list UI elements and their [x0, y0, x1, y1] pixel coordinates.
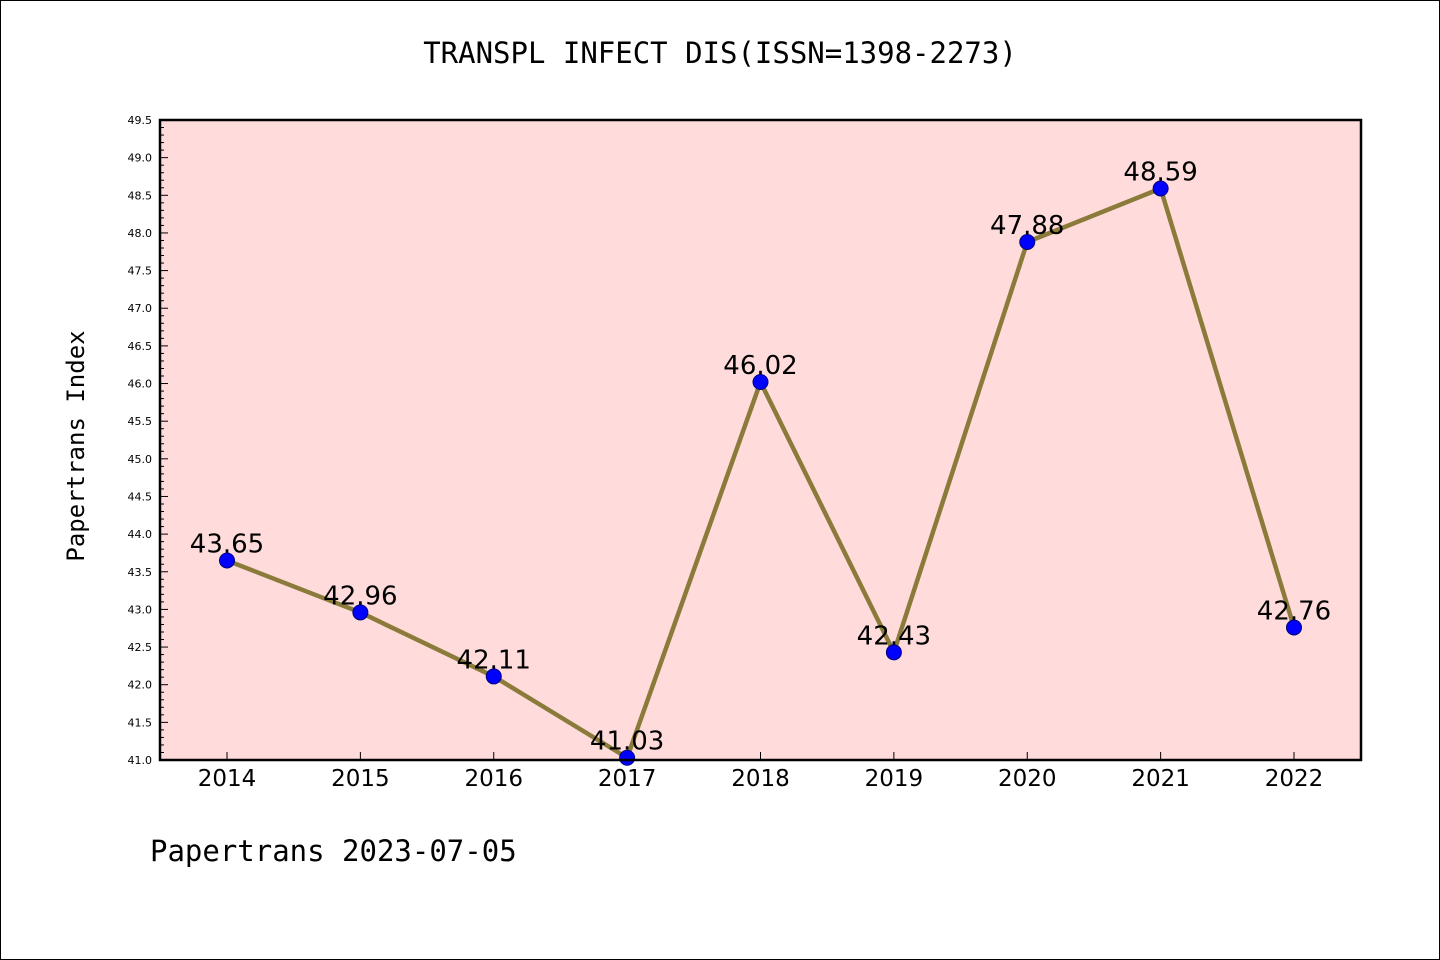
data-point [485, 668, 502, 685]
plot-area [160, 120, 1361, 760]
data-point [352, 604, 369, 621]
data-label: 42.96 [323, 581, 397, 611]
y-tick-label: 48.5 [128, 189, 153, 202]
data-point [219, 552, 235, 569]
y-tick-label: 43.5 [128, 566, 153, 579]
data-point [885, 644, 902, 661]
y-tick-label: 49.5 [128, 114, 153, 127]
data-point [752, 374, 769, 391]
y-tick-label: 49.0 [128, 152, 153, 165]
data-label: 46.02 [723, 351, 797, 381]
x-tick-label: 2016 [464, 766, 523, 792]
y-tick-label: 45.0 [128, 453, 153, 466]
x-tick-label: 2021 [1131, 766, 1190, 792]
footer-text: Papertrans 2023-07-05 [150, 834, 517, 868]
y-tick-label: 44.5 [128, 490, 153, 503]
y-axis: 41.0 41.5 42.0 42.5 43.0 43.5 44.0 44.5 45.0 45.5… [128, 114, 168, 767]
y-tick-label: 43.0 [128, 603, 153, 616]
y-tick-label: 47.0 [128, 302, 153, 315]
data-label: 41.03 [590, 727, 664, 757]
chart-title: TRANSPL INFECT DIS(ISSN=1398-2273) [423, 36, 1017, 70]
data-label: 42.11 [457, 645, 531, 675]
data-point [1019, 233, 1036, 250]
data-point [1152, 180, 1169, 197]
data-label: 43.65 [190, 529, 264, 559]
x-tick-label: 2022 [1265, 766, 1324, 792]
data-label: 48.59 [1123, 158, 1197, 188]
y-tick-label: 45.5 [128, 415, 153, 428]
x-tick-label: 2018 [731, 766, 790, 792]
x-tick-label: 2020 [998, 766, 1057, 792]
y-tick-label: 41.0 [128, 754, 153, 767]
x-tick-label: 2015 [331, 766, 390, 792]
y-tick-label: 41.5 [128, 716, 153, 729]
data-label: 42.76 [1257, 596, 1331, 626]
y-tick-label: 44.0 [128, 528, 153, 541]
y-tick-label: 42.0 [128, 679, 153, 692]
y-tick-label: 47.5 [128, 265, 153, 278]
y-tick-label: 46.5 [128, 340, 153, 353]
data-point [619, 749, 636, 766]
x-tick-label: 2017 [598, 766, 657, 792]
plot-border [158, 118, 1363, 762]
x-tick-label: 2019 [865, 766, 924, 792]
x-tick-label: 2014 [198, 766, 257, 792]
y-tick-label: 46.0 [128, 378, 153, 391]
data-label: 47.88 [990, 211, 1064, 241]
data-label: 42.43 [857, 621, 931, 651]
data-labels-group: 43.65 42.96 42.11 41.03 46.02 42.43 47.88 48.59… [190, 158, 1331, 757]
y-tick-label: 48.0 [128, 227, 153, 240]
y-tick-label: 42.5 [128, 641, 153, 654]
x-axis: 2014 2015 2016 2017 2018 2019 2020 2021 2022 [198, 752, 1324, 792]
data-point [1286, 619, 1302, 636]
points-group [219, 180, 1302, 766]
